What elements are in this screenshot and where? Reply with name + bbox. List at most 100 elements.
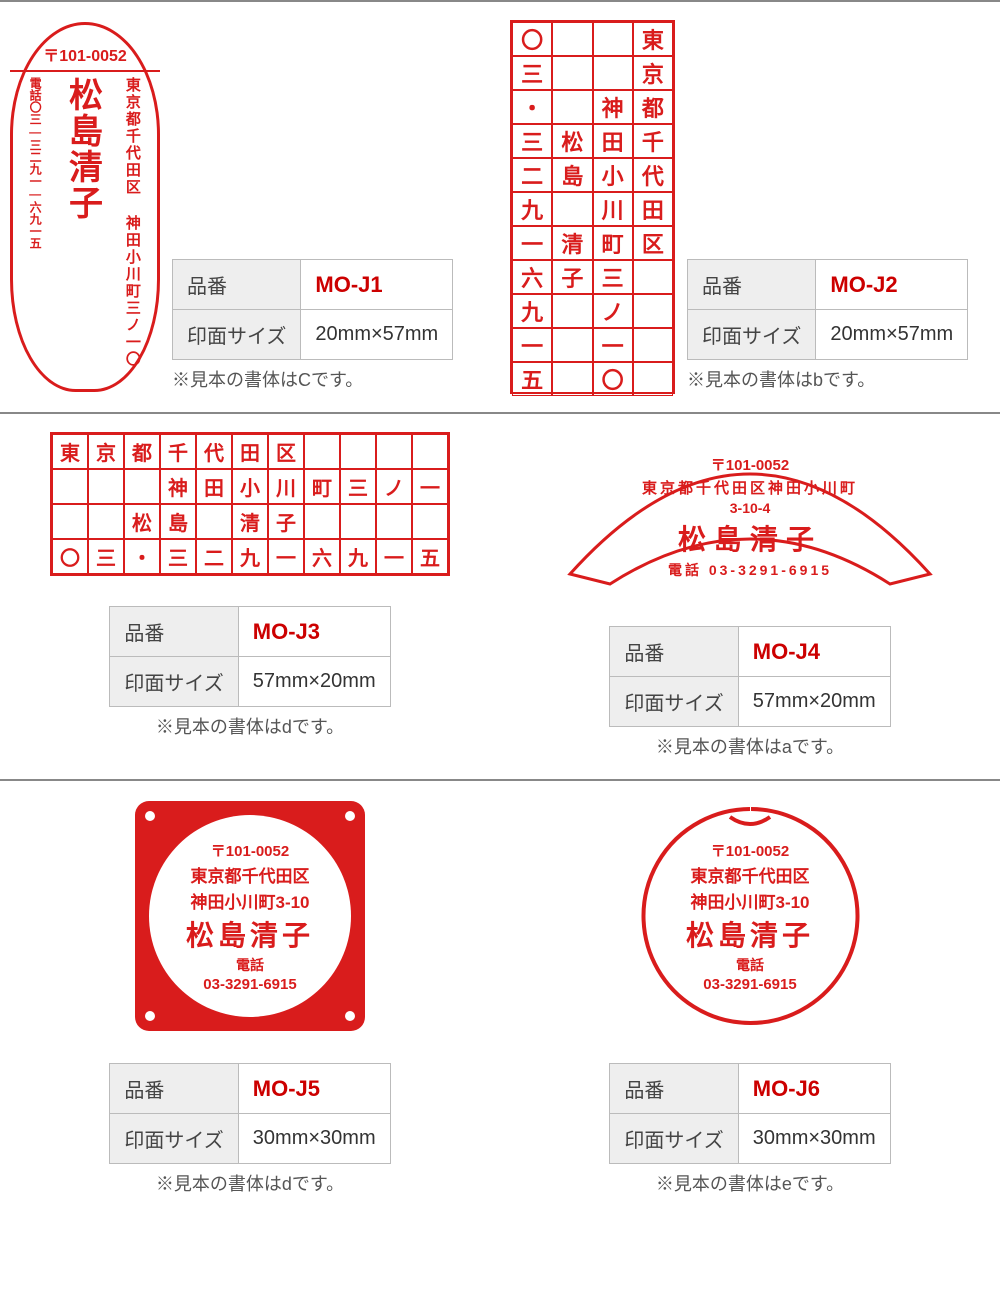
product-cell: 東京都千代田区神田小川町三ノ一松島清子〇三・三二九一六九一五 品番 MO-J3 …: [0, 434, 500, 759]
grid-cell: [633, 294, 673, 328]
grid-cell: 九: [340, 539, 376, 574]
grid-cell: 神: [160, 469, 196, 504]
grid-cell: 六: [304, 539, 340, 574]
grid-cell: ノ: [593, 294, 633, 328]
grid-cell: [340, 504, 376, 539]
product-cell: 〒101-0052 東京都千代田区 神田小川町三ノ一〇 松島清子 電話〇三―三二…: [0, 22, 500, 392]
grid-cell: 子: [268, 504, 304, 539]
grid-cell: [412, 504, 448, 539]
grid-cell: [593, 56, 633, 90]
grid-cell: ・: [512, 90, 552, 124]
product-cell: 〇東三京・神都三松田千二島小代九川田一清町区六子三九ノ一一五〇 品番 MO-J2…: [500, 22, 1000, 392]
grid-cell: [552, 56, 592, 90]
grid-cell: 千: [160, 434, 196, 469]
grid-cell: 清: [552, 226, 592, 260]
label-code: 品番: [173, 260, 301, 310]
product-code: MO-J4: [738, 627, 890, 677]
stamp-preview-moj6: 〒101-0052 東京都千代田区 神田小川町3-10 松島清子 電話 03-3…: [635, 801, 865, 1031]
stamp-name: 松島清子: [186, 914, 314, 954]
spec-table: 品番 MO-J2 印面サイズ 20mm×57mm: [687, 259, 968, 360]
grid-cell: 三: [512, 124, 552, 158]
product-code: MO-J5: [238, 1064, 390, 1114]
grid-cell: 区: [633, 226, 673, 260]
grid-cell: [552, 192, 592, 226]
grid-cell: 都: [633, 90, 673, 124]
stamp-tel: 03-3291-6915: [703, 976, 796, 993]
grid-cell: 川: [593, 192, 633, 226]
stamp-address2: 3-10-4: [730, 500, 770, 516]
grid-cell: 清: [232, 504, 268, 539]
product-code: MO-J3: [238, 607, 390, 657]
grid-cell: [552, 90, 592, 124]
grid-cell: [304, 504, 340, 539]
grid-cell: [633, 260, 673, 294]
grid-cell: 東: [52, 434, 88, 469]
grid-cell: 一: [512, 226, 552, 260]
grid-cell: 一: [412, 469, 448, 504]
grid-cell: 小: [593, 158, 633, 192]
product-note: ※見本の書体はdです。: [109, 713, 390, 739]
stamp-name: 松島清子: [686, 914, 814, 954]
product-size: 20mm×57mm: [816, 310, 968, 360]
grid-cell: 九: [232, 539, 268, 574]
grid-cell: 田: [633, 192, 673, 226]
grid-cell: [593, 22, 633, 56]
grid-cell: 二: [196, 539, 232, 574]
product-code: MO-J2: [816, 260, 968, 310]
stamp-preview-moj3: 東京都千代田区神田小川町三ノ一松島清子〇三・三二九一六九一五: [50, 434, 450, 574]
grid-cell: [340, 434, 376, 469]
stamp-address2: 神田小川町3-10: [190, 888, 309, 913]
grid-cell: 東: [633, 22, 673, 56]
stamp-tel-label: 電話: [236, 955, 264, 975]
spec-table: 品番 MO-J6 印面サイズ 30mm×30mm: [609, 1063, 890, 1164]
grid-cell: 京: [88, 434, 124, 469]
spec-table: 品番 MO-J4 印面サイズ 57mm×20mm: [609, 626, 890, 727]
grid-cell: 島: [552, 158, 592, 192]
product-cell: 〒101-0052 東京都千代田区 神田小川町3-10 松島清子 電話 03-3…: [0, 801, 500, 1196]
grid-cell: 代: [196, 434, 232, 469]
grid-cell: [376, 504, 412, 539]
grid-cell: [633, 362, 673, 396]
grid-cell: 九: [512, 294, 552, 328]
spec-table: 品番 MO-J3 印面サイズ 57mm×20mm: [109, 606, 390, 707]
grid-cell: 区: [268, 434, 304, 469]
grid-cell: [52, 504, 88, 539]
grid-cell: 子: [552, 260, 592, 294]
grid-cell: 千: [633, 124, 673, 158]
grid-cell: 〇: [512, 22, 552, 56]
grid-cell: 一: [376, 539, 412, 574]
grid-cell: [552, 362, 592, 396]
spec-table: 品番 MO-J1 印面サイズ 20mm×57mm: [172, 259, 453, 360]
grid-cell: 五: [512, 362, 552, 396]
product-size: 57mm×20mm: [738, 677, 890, 727]
stamp-preview-moj1: 〒101-0052 東京都千代田区 神田小川町三ノ一〇 松島清子 電話〇三―三二…: [10, 22, 160, 392]
grid-cell: [412, 434, 448, 469]
grid-cell: [88, 469, 124, 504]
stamp-name: 松島清子: [58, 77, 107, 377]
stamp-tel-label: 電話: [736, 955, 764, 975]
label-size: 印面サイズ: [173, 310, 301, 360]
grid-cell: 〇: [52, 539, 88, 574]
grid-cell: 京: [633, 56, 673, 90]
product-code: MO-J1: [301, 260, 453, 310]
product-note: ※見本の書体はeです。: [609, 1170, 890, 1196]
grid-cell: 三: [512, 56, 552, 90]
product-size: 30mm×30mm: [238, 1114, 390, 1164]
grid-cell: 小: [232, 469, 268, 504]
product-note: ※見本の書体はaです。: [609, 733, 890, 759]
grid-cell: 松: [124, 504, 160, 539]
product-row: 東京都千代田区神田小川町三ノ一松島清子〇三・三二九一六九一五 品番 MO-J3 …: [0, 412, 1000, 779]
grid-cell: 九: [512, 192, 552, 226]
stamp-address: 東京都千代田区 神田小川町三ノ一〇: [122, 77, 143, 377]
grid-cell: 三: [160, 539, 196, 574]
stamp-preview-moj4: 〒101-0052 東京都千代田区神田小川町 3-10-4 松島清子 電話 03…: [540, 434, 960, 594]
grid-cell: [196, 504, 232, 539]
stamp-preview-moj2: 〇東三京・神都三松田千二島小代九川田一清町区六子三九ノ一一五〇: [510, 22, 675, 392]
stamp-preview-moj5: 〒101-0052 東京都千代田区 神田小川町3-10 松島清子 電話 03-3…: [135, 801, 365, 1031]
stamp-name: 松島清子: [678, 518, 822, 558]
stamp-postal: 〒101-0052: [711, 454, 789, 475]
grid-cell: 一: [512, 328, 552, 362]
grid-cell: [552, 22, 592, 56]
stamp-postal: 〒101-0052: [211, 840, 289, 861]
product-row: 〒101-0052 東京都千代田区 神田小川町3-10 松島清子 電話 03-3…: [0, 779, 1000, 1216]
